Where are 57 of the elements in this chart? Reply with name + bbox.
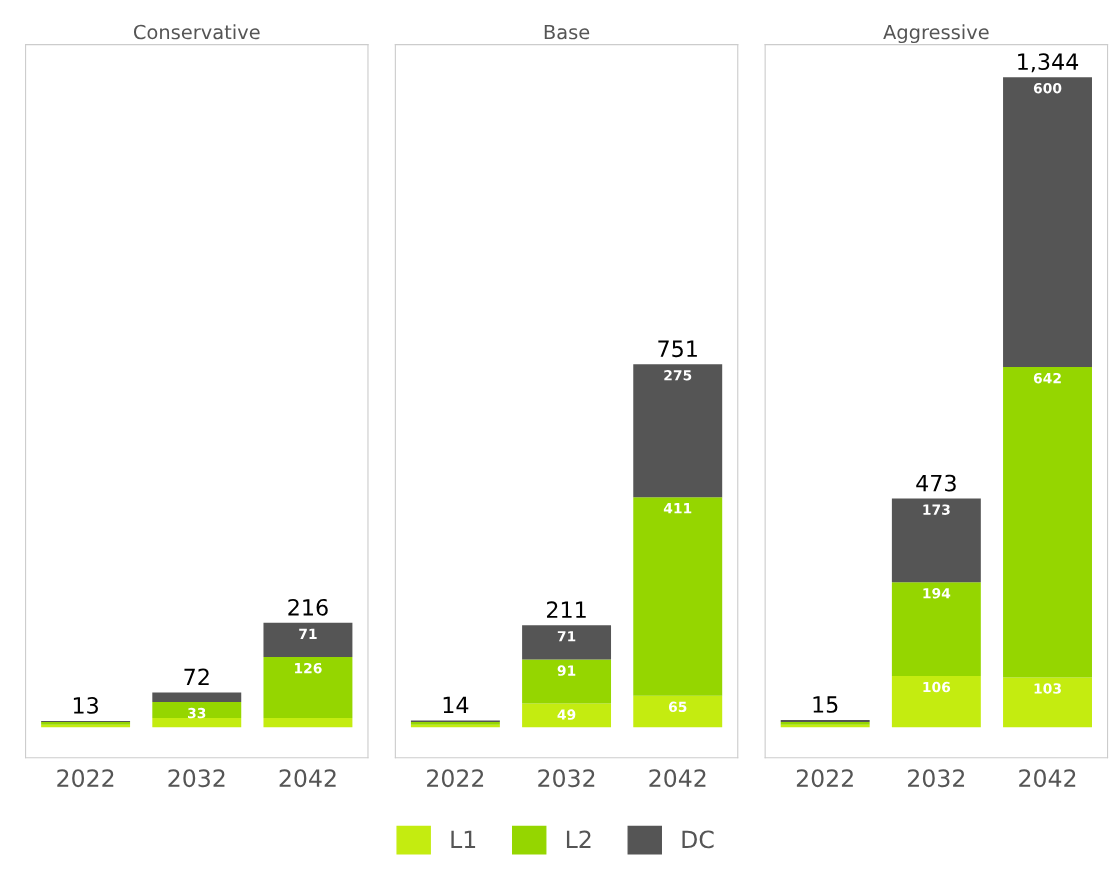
x-tick-label: 2042	[279, 769, 336, 788]
chart-title: Base	[544, 24, 590, 40]
total-label: 473	[916, 474, 956, 492]
legend-label: L2	[566, 830, 591, 848]
x-tick-label: 2032	[168, 769, 225, 788]
bar	[1003, 77, 1092, 368]
total-label: 1,344	[1018, 53, 1079, 73]
bar	[891, 675, 981, 728]
x-tick-label: 2032	[538, 769, 595, 788]
data-label: 71	[557, 631, 576, 642]
chart-title: Aggressive	[883, 24, 989, 44]
bar	[1003, 677, 1092, 728]
total-label: 211	[546, 601, 586, 618]
chart-title: Conservative	[133, 24, 260, 40]
bar	[522, 625, 612, 660]
data-label: 275	[664, 370, 692, 381]
total-label: 14	[443, 696, 469, 714]
x-tick-label: 2022	[57, 769, 114, 788]
data-label: 173	[923, 504, 950, 515]
x-tick-label: 2022	[427, 769, 484, 788]
data-label: 106	[923, 681, 951, 693]
x-tick-label: 2032	[908, 769, 965, 788]
data-label: 65	[668, 701, 687, 713]
x-tick-label: 2042	[649, 769, 706, 788]
bar	[152, 692, 242, 703]
bar	[891, 498, 981, 583]
bar	[152, 702, 242, 719]
total-label: 72	[184, 668, 209, 685]
legend-label: DC	[682, 830, 714, 849]
bar	[152, 718, 242, 728]
data-label: 126	[295, 662, 322, 674]
total-label: 13	[73, 697, 98, 714]
data-label: 91	[557, 665, 576, 676]
data-label: 411	[663, 503, 692, 514]
total-label: 216	[288, 598, 328, 616]
bar	[633, 364, 723, 498]
x-tick-label: 2022	[796, 769, 853, 788]
data-label: 600	[1033, 82, 1062, 94]
bar	[891, 582, 981, 676]
data-label: 71	[299, 628, 317, 639]
x-tick-label: 2042	[1019, 769, 1076, 788]
bar	[522, 659, 612, 704]
data-label: 103	[1034, 683, 1061, 694]
bar	[1003, 367, 1092, 678]
total-label: 15	[813, 696, 838, 713]
total-label: 751	[658, 340, 697, 358]
data-label: 642	[1033, 372, 1061, 384]
data-label: 49	[557, 709, 576, 720]
bar	[633, 695, 723, 728]
legend-label: L1	[451, 830, 476, 848]
bar	[263, 718, 353, 728]
bar	[263, 622, 353, 658]
bar	[633, 497, 723, 696]
data-label: 33	[188, 707, 206, 719]
bar	[263, 657, 353, 719]
bar	[522, 703, 612, 728]
data-label: 194	[923, 588, 951, 599]
